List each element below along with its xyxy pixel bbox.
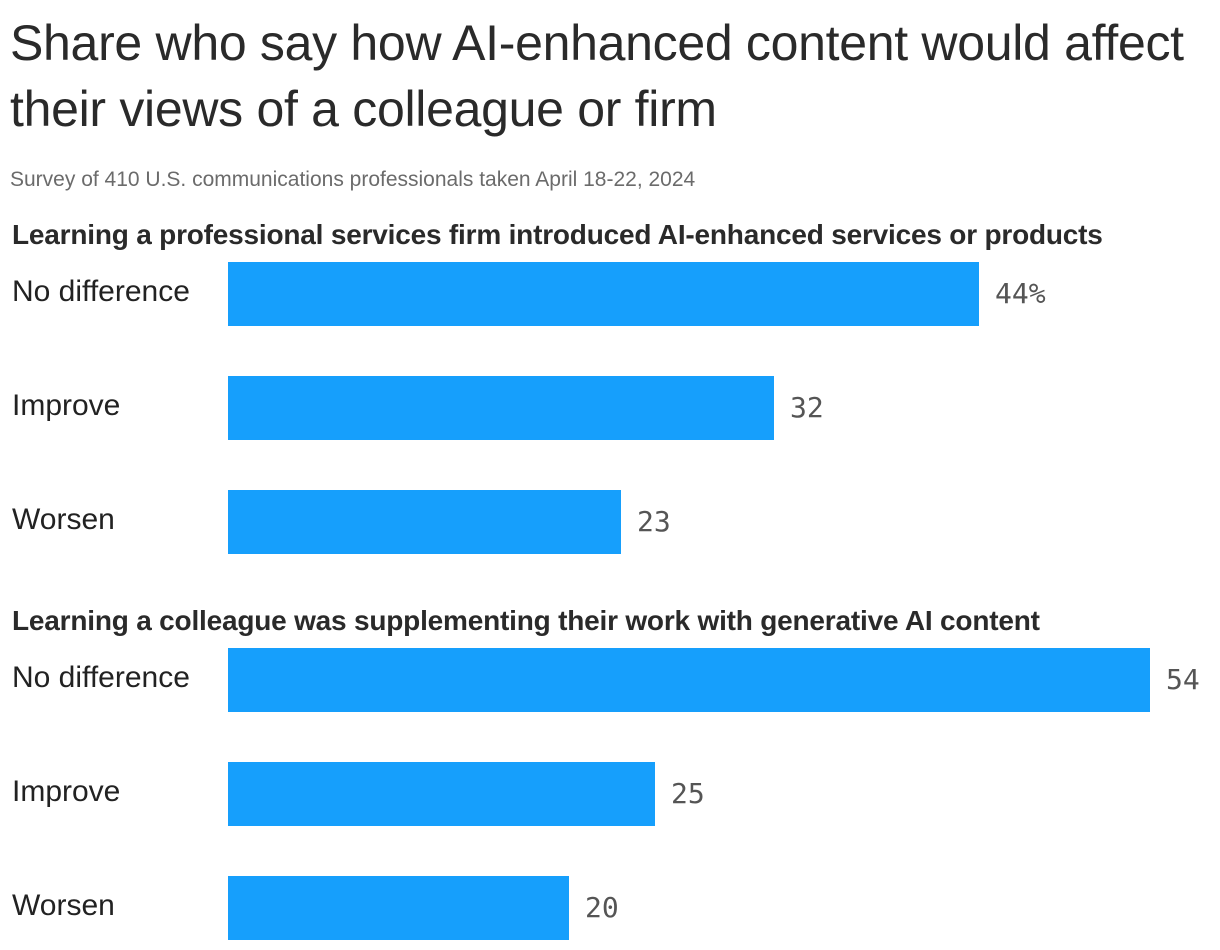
bar	[228, 876, 569, 940]
bar-label: Improve	[12, 775, 121, 808]
bar-label: Worsen	[12, 889, 115, 922]
bar	[228, 490, 621, 554]
panel-title-2: Learning a colleague was supplementing t…	[12, 605, 1040, 636]
bar-value-label: 23	[637, 505, 671, 538]
bar-value-label: 20	[585, 891, 619, 924]
panel-title-1: Learning a professional services firm in…	[12, 219, 1103, 250]
bar-value-label: 25	[671, 777, 705, 810]
bar-label: Worsen	[12, 503, 115, 536]
bar	[228, 762, 655, 826]
bar-label: No difference	[12, 661, 190, 694]
bar-value-label: 54	[1166, 663, 1200, 696]
chart-title: Share who say how AI-enhanced content wo…	[10, 15, 1184, 137]
bar-value-label: 44%	[995, 277, 1046, 310]
bar	[228, 648, 1150, 712]
chart-subtitle: Survey of 410 U.S. communications profes…	[10, 168, 696, 191]
bar	[228, 262, 979, 326]
bar-label: Improve	[12, 389, 121, 422]
bar	[228, 376, 774, 440]
bar-label: No difference	[12, 275, 190, 308]
bar-value-label: 32	[790, 391, 824, 424]
